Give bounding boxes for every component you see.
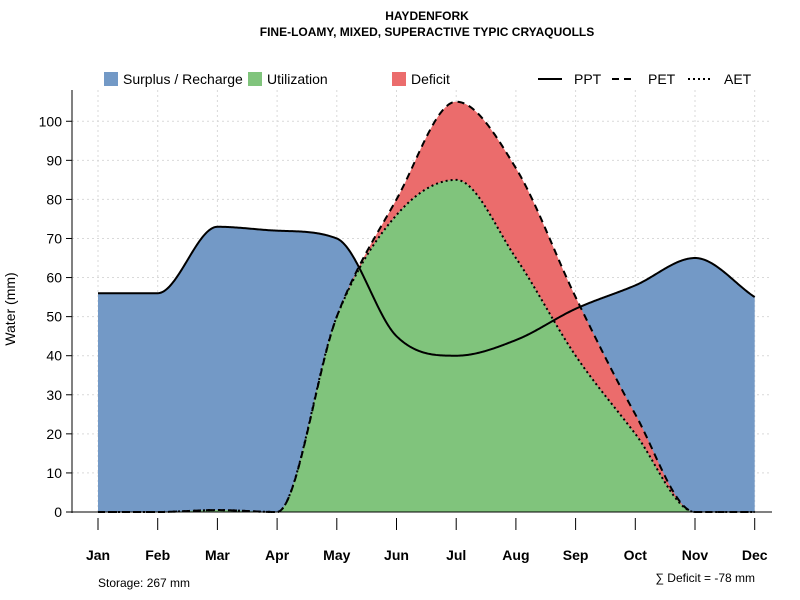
x-tick-label-sep: Sep	[563, 547, 589, 563]
y-tick-label-40: 40	[46, 348, 62, 364]
y-axis-label: Water (mm)	[2, 272, 18, 345]
areas	[98, 101, 755, 512]
x-tick-label-aug: Aug	[502, 547, 529, 563]
series-line-ppt	[98, 225, 756, 357]
y-tick-label-90: 90	[46, 152, 62, 168]
legend: Surplus / Recharge Utilization Deficit PPT P…	[104, 71, 752, 87]
storage-annotation: Storage: 267 mm	[98, 576, 190, 590]
deficit-annotation: ∑ Deficit = -78 mm	[655, 571, 755, 585]
deficit-area	[98, 101, 755, 512]
legend-label-surplus-recharge: Surplus / Recharge	[123, 71, 243, 87]
y-tick-label-50: 50	[46, 309, 62, 325]
y-tick-label-80: 80	[46, 191, 62, 207]
legend-swatch-surplus-recharge	[104, 72, 118, 86]
x-tick-label-jul: Jul	[446, 547, 466, 563]
x-tick-label-jan: Jan	[86, 547, 110, 563]
y-tick-label-0: 0	[54, 504, 62, 520]
utilization-area	[98, 179, 755, 512]
x-tick-label-may: May	[323, 547, 350, 563]
y-tick-label-100: 100	[39, 113, 63, 129]
legend-label-utilization: Utilization	[267, 71, 328, 87]
x-tick-label-jun: Jun	[384, 547, 409, 563]
y-tick-label-30: 30	[46, 387, 62, 403]
legend-label-deficit: Deficit	[411, 71, 450, 87]
y-tick-label-10: 10	[46, 465, 62, 481]
x-tick-label-feb: Feb	[145, 547, 170, 563]
x-tick-label-nov: Nov	[682, 547, 709, 563]
x-tick-label-dec: Dec	[742, 547, 768, 563]
chart-title: HAYDENFORK	[385, 9, 469, 23]
legend-label-pet: PET	[648, 71, 676, 87]
x-tick-label-oct: Oct	[624, 547, 648, 563]
legend-swatch-utilization	[248, 72, 262, 86]
y-tick-label-70: 70	[46, 230, 62, 246]
legend-label-aet: AET	[724, 71, 752, 87]
x-tick-label-mar: Mar	[205, 547, 230, 563]
legend-label-ppt: PPT	[574, 71, 602, 87]
axes: 0 10 20 30 40 50 60 70 80 90 100 Jan Feb Mar Apr May Jun…	[39, 90, 772, 563]
series-lines	[98, 100, 756, 513]
y-tick-label-60: 60	[46, 270, 62, 286]
x-tick-label-apr: Apr	[265, 547, 290, 563]
legend-swatch-deficit	[392, 72, 406, 86]
y-tick-label-20: 20	[46, 426, 62, 442]
chart-subtitle: FINE-LOAMY, MIXED, SUPERACTIVE TYPIC CRY…	[260, 25, 594, 39]
series-line-pet	[98, 100, 755, 513]
